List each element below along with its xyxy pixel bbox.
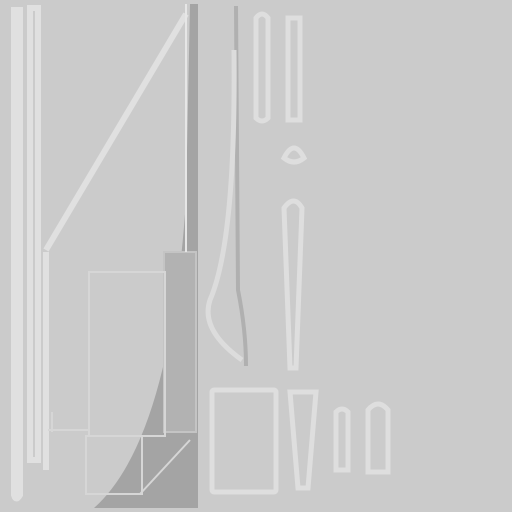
left-strip	[11, 7, 23, 502]
small-capsule-top-2	[285, 15, 303, 123]
small-capsule-top	[253, 11, 271, 124]
tapered-patch	[287, 389, 319, 491]
curved-blade	[205, 5, 248, 367]
tiny-capsule	[333, 406, 351, 473]
diagonal-brace	[43, 12, 189, 470]
long-capsule	[281, 198, 305, 371]
small-ring	[280, 145, 308, 165]
boxed-frame	[48, 271, 191, 495]
left-strip-inner	[27, 5, 41, 463]
bottom-capsule	[365, 401, 391, 475]
square-patch	[209, 387, 279, 495]
